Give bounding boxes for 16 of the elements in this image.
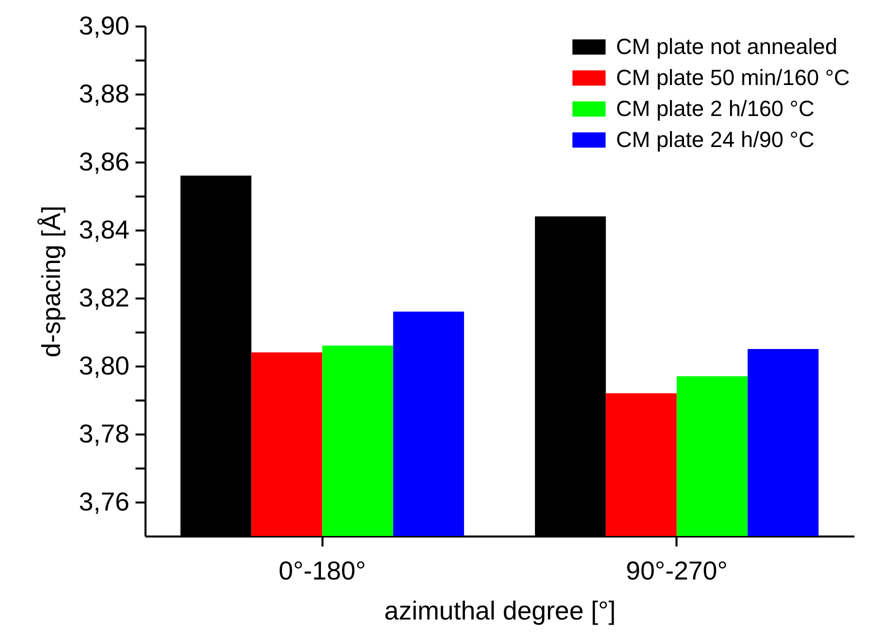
y-tick-label: 3,88 (78, 78, 130, 108)
x-tick-label: 0°-180° (278, 556, 366, 586)
y-tick-label: 3,80 (78, 350, 130, 380)
x-tick-label: 90°-270° (626, 556, 728, 586)
y-tick-label: 3,84 (78, 214, 130, 244)
y-tick-label: 3,86 (78, 146, 130, 176)
y-axis-title: d-spacing [Å] (36, 206, 66, 358)
legend-label: CM plate 2 h/160 °C (616, 96, 814, 121)
y-tick-label: 3,90 (78, 10, 130, 40)
y-tick-label: 3,82 (78, 282, 130, 312)
y-tick-label: 3,76 (78, 486, 130, 516)
y-tick-label: 3,78 (78, 418, 130, 448)
x-axis-title: azimuthal degree [°] (384, 596, 616, 626)
legend-label: CM plate 50 min/160 °C (616, 65, 850, 90)
legend-label: CM plate not annealed (616, 34, 838, 59)
legend-label: CM plate 24 h/90 °C (616, 127, 814, 152)
